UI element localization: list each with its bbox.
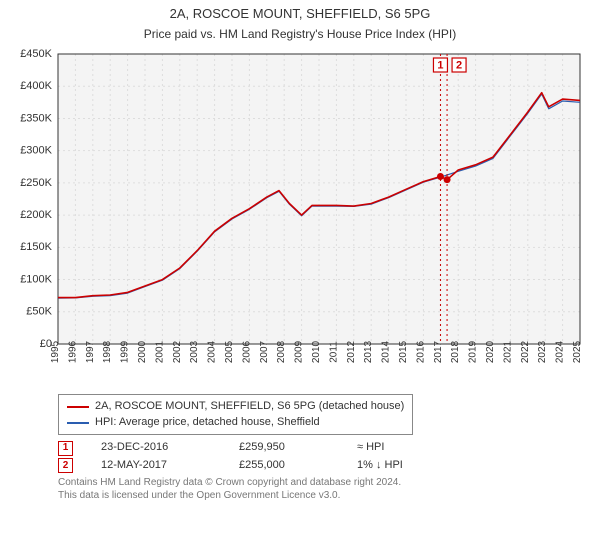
svg-text:£450K: £450K — [20, 48, 52, 60]
svg-text:£300K: £300K — [20, 145, 52, 157]
attribution: Contains HM Land Registry data © Crown c… — [58, 476, 590, 502]
attribution-line-2: This data is licensed under the Open Gov… — [58, 489, 590, 502]
sales-row: 1 23-DEC-2016 £259,950 ≈ HPI — [58, 439, 590, 457]
sale-delta: ≈ HPI — [357, 439, 467, 457]
chart-container: 2A, ROSCOE MOUNT, SHEFFIELD, S6 5PG Pric… — [0, 0, 600, 560]
chart-title: 2A, ROSCOE MOUNT, SHEFFIELD, S6 5PG — [10, 6, 590, 23]
legend: 2A, ROSCOE MOUNT, SHEFFIELD, S6 5PG (det… — [58, 394, 413, 435]
sale-price: £259,950 — [239, 439, 329, 457]
sale-marker: 1 — [58, 441, 73, 456]
chart-subtitle: Price paid vs. HM Land Registry's House … — [10, 27, 590, 43]
svg-text:£250K: £250K — [20, 177, 52, 189]
sale-date: 23-DEC-2016 — [101, 439, 211, 457]
chart-plot: £0£50K£100K£150K£200K£250K£300K£350K£400… — [10, 48, 590, 388]
svg-text:1: 1 — [437, 60, 443, 72]
svg-text:£100K: £100K — [20, 274, 52, 286]
sale-marker: 2 — [58, 458, 73, 473]
sales-table: 1 23-DEC-2016 £259,950 ≈ HPI 2 12-MAY-2017 £25… — [58, 439, 590, 474]
legend-swatch — [67, 422, 89, 424]
sale-price: £255,000 — [239, 457, 329, 475]
chart-svg: £0£50K£100K£150K£200K£250K£300K£350K£400… — [10, 48, 590, 388]
svg-text:£50K: £50K — [26, 306, 52, 318]
legend-item: 2A, ROSCOE MOUNT, SHEFFIELD, S6 5PG (det… — [67, 399, 404, 414]
legend-swatch — [67, 406, 89, 408]
svg-text:£200K: £200K — [20, 210, 52, 222]
sale-delta: 1% ↓ HPI — [357, 457, 467, 475]
legend-label: HPI: Average price, detached house, Shef… — [95, 415, 320, 430]
sales-row: 2 12-MAY-2017 £255,000 1% ↓ HPI — [58, 457, 590, 475]
svg-text:£400K: £400K — [20, 81, 52, 93]
attribution-line-1: Contains HM Land Registry data © Crown c… — [58, 476, 590, 489]
sale-date: 12-MAY-2017 — [101, 457, 211, 475]
legend-item: HPI: Average price, detached house, Shef… — [67, 415, 404, 430]
svg-text:2: 2 — [456, 60, 462, 72]
svg-text:£350K: £350K — [20, 113, 52, 125]
svg-text:£150K: £150K — [20, 242, 52, 254]
legend-label: 2A, ROSCOE MOUNT, SHEFFIELD, S6 5PG (det… — [95, 399, 404, 414]
